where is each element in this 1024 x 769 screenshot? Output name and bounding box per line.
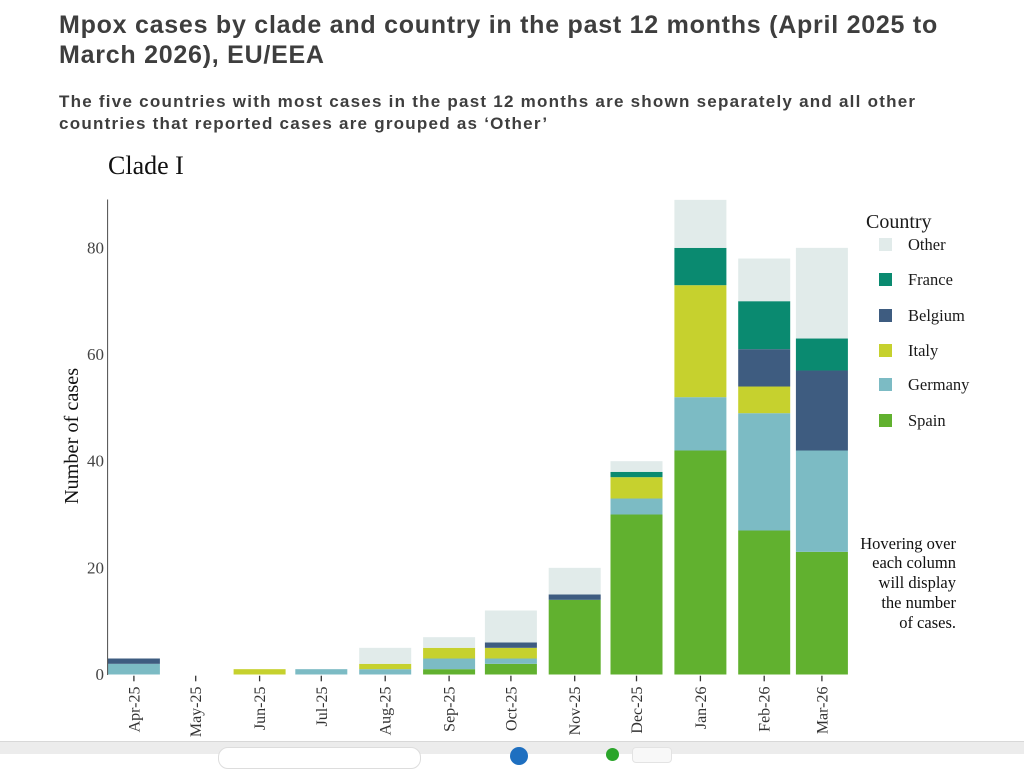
svg-text:Feb-26: Feb-26: [757, 687, 774, 732]
svg-text:Nov-25: Nov-25: [567, 687, 584, 736]
svg-text:80: 80: [87, 238, 104, 257]
svg-text:Apr-25: Apr-25: [126, 687, 143, 733]
svg-text:40: 40: [87, 452, 104, 471]
svg-text:20: 20: [87, 558, 104, 577]
svg-text:0: 0: [96, 665, 105, 684]
svg-text:Sep-25: Sep-25: [442, 687, 459, 732]
svg-text:Number of cases: Number of cases: [61, 368, 83, 504]
svg-text:Oct-25: Oct-25: [503, 687, 520, 731]
svg-text:Aug-25: Aug-25: [378, 687, 395, 736]
svg-text:May-25: May-25: [188, 687, 205, 738]
svg-text:Jul-25: Jul-25: [314, 687, 331, 727]
svg-text:Jun-25: Jun-25: [252, 687, 269, 731]
svg-text:Mar-26: Mar-26: [814, 687, 831, 735]
svg-text:Dec-25: Dec-25: [629, 687, 646, 734]
svg-text:60: 60: [87, 345, 104, 364]
svg-text:Jan-26: Jan-26: [693, 687, 710, 730]
